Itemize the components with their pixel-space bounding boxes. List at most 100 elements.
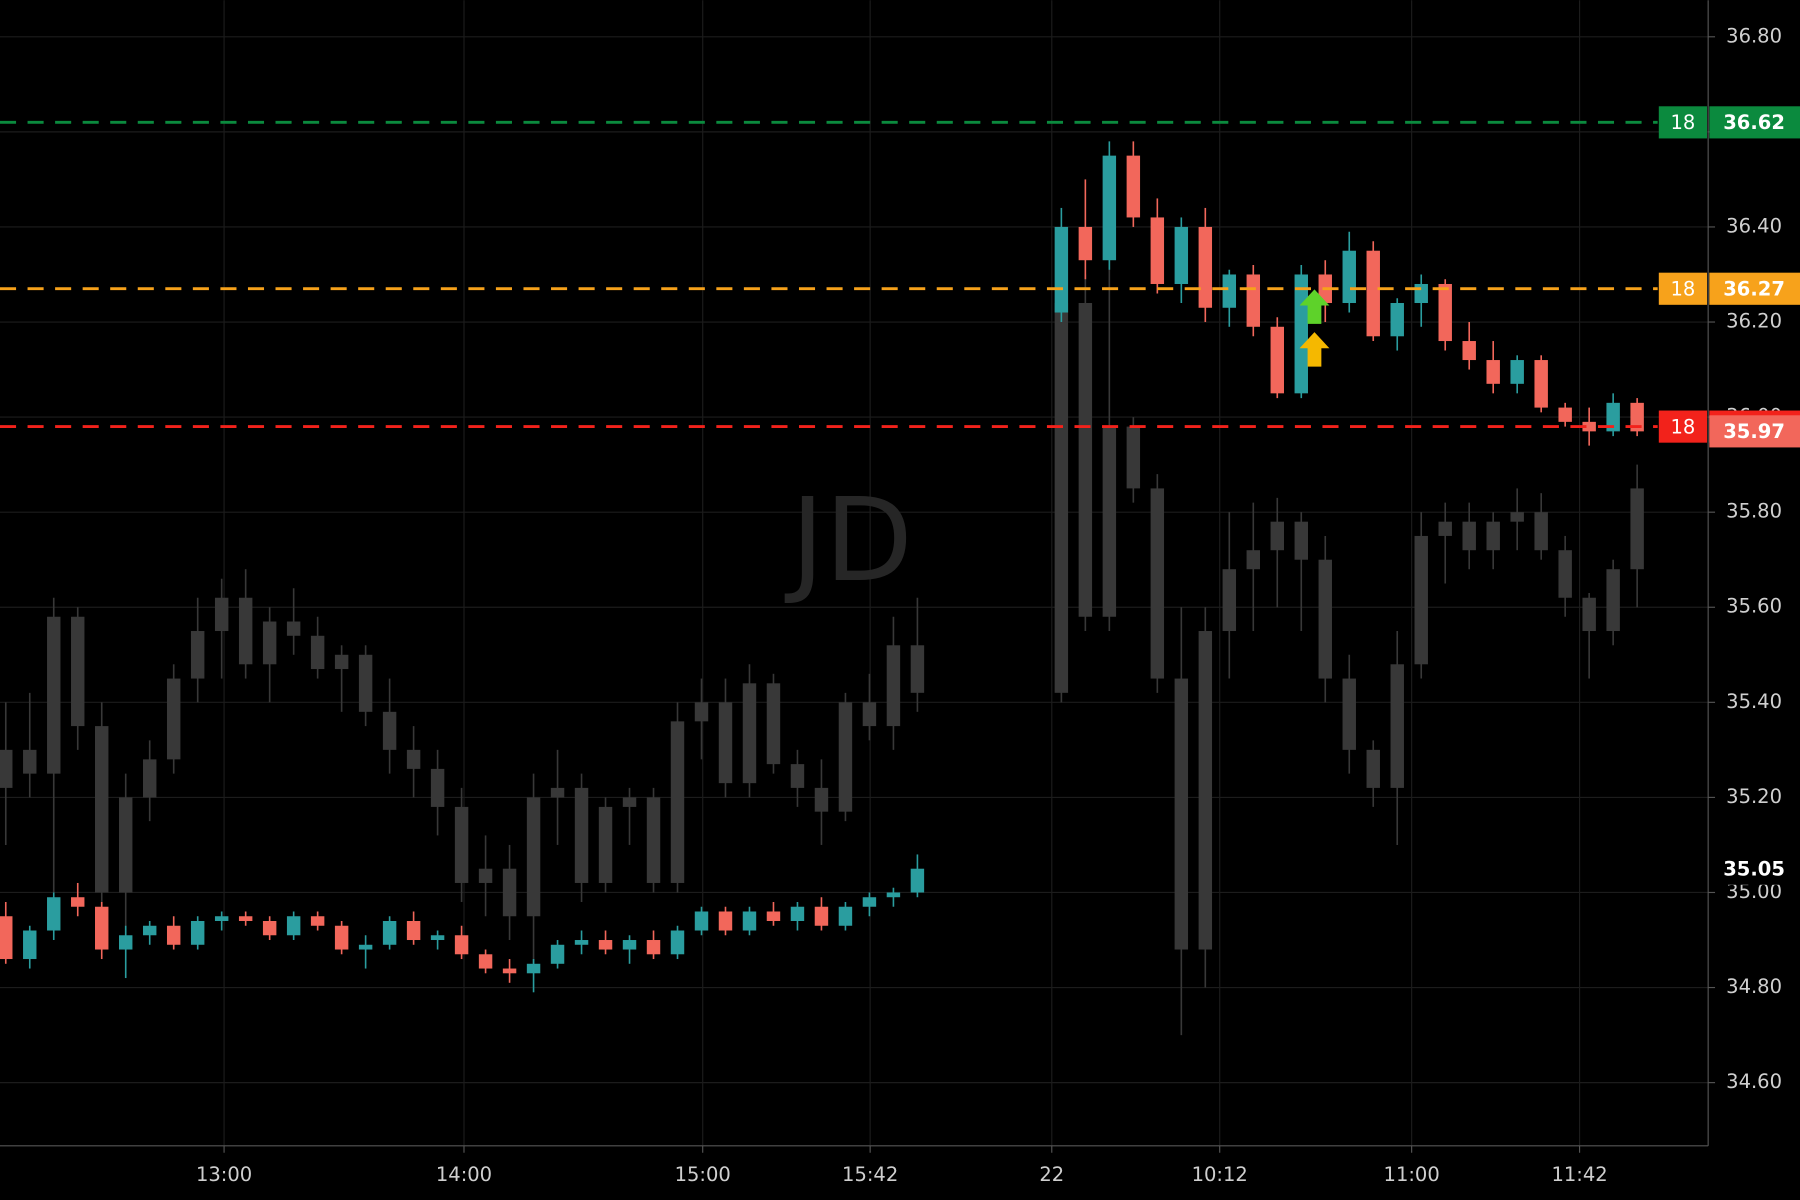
candle-body (1462, 341, 1476, 361)
candle-body (406, 749, 421, 769)
candle-body (382, 711, 397, 750)
candle-body (166, 925, 181, 945)
candle-body (358, 654, 373, 712)
candle-body (142, 925, 157, 936)
candle-body (1558, 550, 1572, 598)
y-tick-label: 34.80 (1726, 975, 1782, 998)
candle-body (550, 944, 565, 964)
candle-body (1606, 569, 1620, 632)
candle-body (670, 930, 685, 955)
candle-body (238, 597, 253, 665)
candle-body (47, 897, 61, 931)
candle-body (1630, 488, 1644, 570)
candle-body (1534, 360, 1548, 408)
candle-body (118, 797, 133, 893)
candle-body (334, 925, 349, 950)
candle-body (1222, 274, 1237, 308)
level-price: 36.27 (1723, 277, 1785, 300)
x-tick-label: 11:42 (1551, 1163, 1607, 1186)
x-tick-label: 15:42 (842, 1163, 898, 1186)
candle-body (1534, 512, 1548, 551)
candle-body (1582, 597, 1596, 632)
candle-body (526, 963, 541, 974)
candle-body (1414, 535, 1428, 665)
candle-body (1126, 155, 1141, 218)
candle-body (694, 702, 709, 722)
candle-body (454, 935, 469, 955)
price-tag: 35.05 (1723, 857, 1785, 880)
candle-body (862, 702, 877, 727)
level-price-box (1709, 272, 1800, 305)
candle-body (310, 916, 325, 926)
y-tick-label: 35.60 (1726, 595, 1782, 618)
level-price: 36.62 (1723, 111, 1785, 134)
y-tick-label: 36.20 (1726, 310, 1782, 333)
candle-body (1510, 512, 1524, 522)
candle-body (1582, 421, 1596, 432)
candle-body (598, 940, 613, 950)
candle-body (95, 906, 109, 950)
candle-body (1102, 426, 1117, 617)
candle-body (382, 921, 397, 945)
candle-body (790, 906, 805, 922)
candle-body (502, 868, 517, 917)
candle-body (622, 797, 637, 807)
y-tick-label: 36.80 (1726, 24, 1782, 47)
candle-body (646, 797, 661, 883)
candle-body (1366, 250, 1380, 337)
candle-body (478, 954, 493, 969)
candle-body (742, 683, 757, 784)
candle-body (1462, 521, 1476, 551)
candle-body (1054, 226, 1069, 313)
candle-body (1054, 303, 1069, 693)
candle-body (71, 616, 85, 727)
candle-body (574, 787, 589, 883)
candle-body (1294, 521, 1308, 560)
level-count-box (1658, 272, 1708, 305)
price-tag: 35.97 (1723, 420, 1785, 443)
candle-body (1606, 402, 1620, 432)
x-tick-label: 11:00 (1384, 1163, 1440, 1186)
candle-body (214, 597, 229, 632)
candle-body (814, 906, 829, 926)
candle-body (814, 787, 829, 812)
candle-body (0, 749, 13, 788)
candle-body (1150, 217, 1165, 284)
candle-body (1174, 226, 1189, 284)
candle-body (1558, 407, 1572, 422)
candle-body (190, 921, 205, 945)
candle-body (0, 916, 13, 960)
candle-body (1390, 664, 1404, 788)
candle-body (670, 721, 685, 883)
candle-body (142, 759, 157, 798)
candle-body (262, 621, 277, 665)
candle-body (1246, 274, 1261, 327)
y-tick-label: 34.60 (1726, 1070, 1782, 1093)
arrow-marker (1299, 332, 1330, 367)
candle-body (430, 768, 445, 807)
x-tick-label: 13:00 (196, 1163, 252, 1186)
price-tag-box (1709, 852, 1800, 885)
candle-body (1390, 303, 1404, 337)
candle-body (646, 940, 661, 955)
candle-body (1246, 550, 1261, 570)
candle-body (1438, 283, 1452, 342)
candle-body (334, 654, 349, 670)
candle-body (23, 749, 37, 774)
candle-body (454, 806, 469, 883)
candle-body (47, 616, 61, 774)
candle-body (742, 911, 757, 931)
candle-body (1150, 488, 1165, 679)
y-tick-label: 35.40 (1726, 690, 1782, 713)
candle-body (166, 678, 181, 760)
level-count: 18 (1670, 415, 1695, 438)
y-tick-label: 35.80 (1726, 500, 1782, 523)
level-count-box (1658, 106, 1708, 139)
candle-body (1342, 678, 1356, 750)
level-count: 18 (1670, 277, 1695, 300)
candle-body (286, 916, 301, 936)
candle-body (214, 916, 229, 922)
candle-body (718, 702, 733, 784)
candle-body (1510, 360, 1524, 384)
